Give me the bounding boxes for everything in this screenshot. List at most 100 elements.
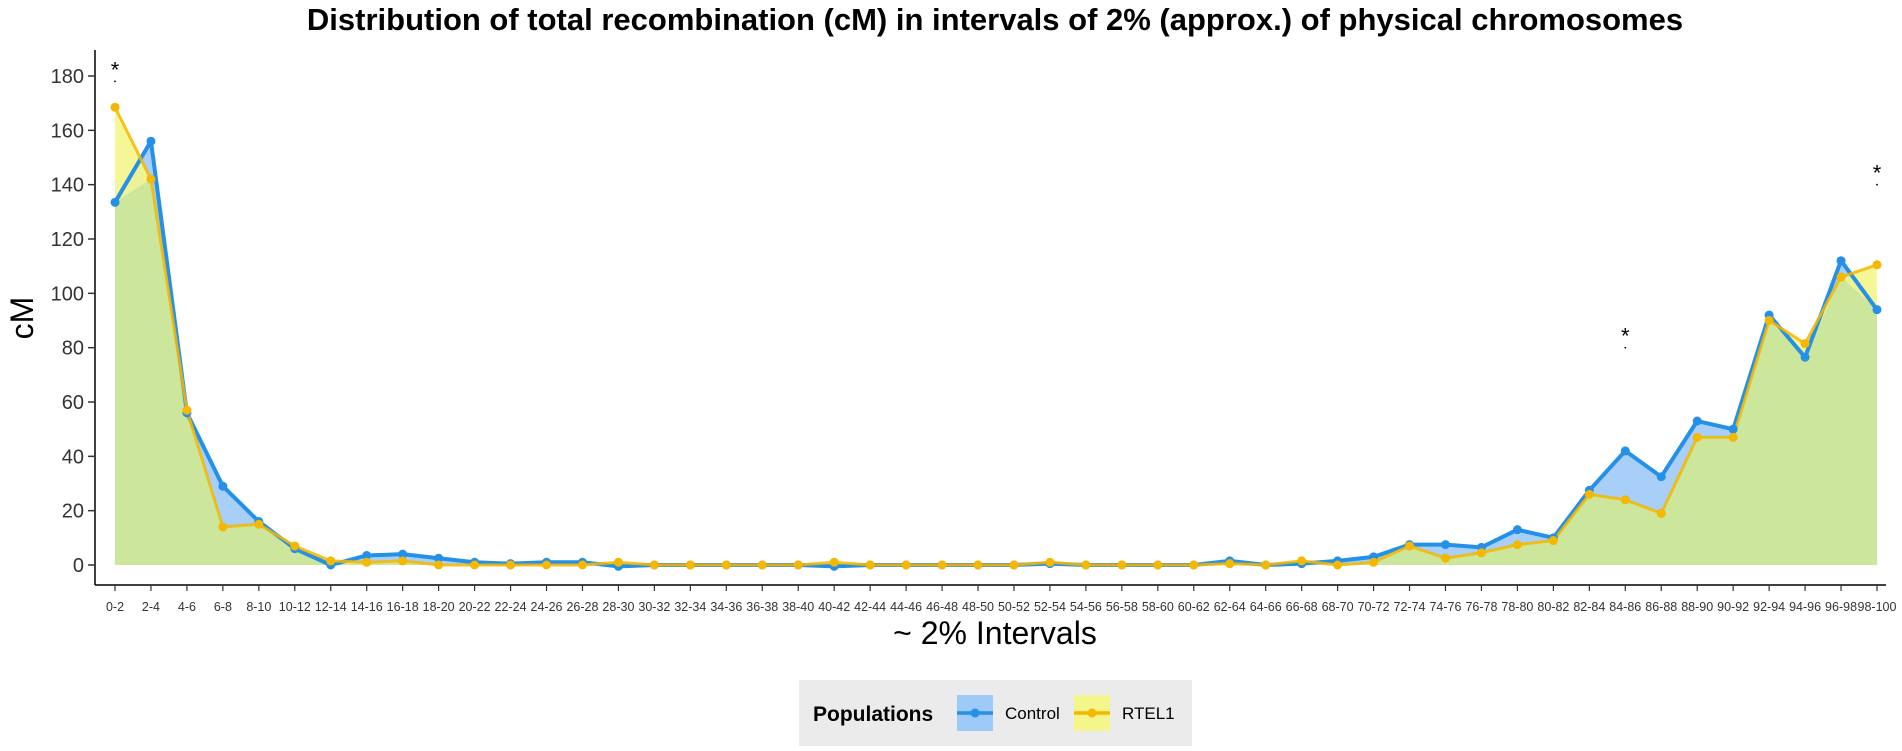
x-tick-label: 18-20 xyxy=(423,600,455,614)
rtel1-point xyxy=(1620,495,1630,505)
rtel1-point xyxy=(973,560,983,570)
y-tick-label: 140 xyxy=(51,175,84,197)
control-point xyxy=(1440,540,1450,550)
legend-item-rtel1: RTEL1 xyxy=(1074,695,1175,731)
x-tick-label: 14-16 xyxy=(351,600,383,614)
legend-background xyxy=(799,680,1192,746)
x-tick-label: 70-72 xyxy=(1358,600,1390,614)
rtel1-point xyxy=(326,556,336,566)
rtel1-line xyxy=(113,106,1878,567)
control-point xyxy=(1872,305,1882,315)
x-tick-label: 38-40 xyxy=(782,600,814,614)
x-tick-label: 22-24 xyxy=(495,600,527,614)
x-tick-label: 94-96 xyxy=(1789,600,1821,614)
x-tick-label: 34-36 xyxy=(710,600,742,614)
rtel1-point xyxy=(937,560,947,570)
rtel1-point xyxy=(1728,432,1738,442)
y-tick-label: 120 xyxy=(51,229,84,251)
rtel1-point xyxy=(1225,559,1235,569)
control-point xyxy=(110,197,120,207)
control-point xyxy=(1800,352,1810,362)
rtel1-point xyxy=(182,405,192,415)
plot-area xyxy=(110,102,1882,571)
x-tick-label: 72-74 xyxy=(1394,600,1426,614)
control-point xyxy=(362,550,372,560)
rtel1-point xyxy=(398,556,408,566)
x-tick-label: 82-84 xyxy=(1573,600,1605,614)
rtel1-point xyxy=(362,557,372,567)
legend-key-point xyxy=(1087,708,1097,718)
x-tick-label: 66-68 xyxy=(1286,600,1318,614)
rtel1-point xyxy=(721,560,731,570)
x-tick-label: 50-52 xyxy=(998,600,1030,614)
rtel1-point xyxy=(613,557,623,567)
chart-title: Distribution of total recombination (cM)… xyxy=(307,2,1683,37)
rtel1-point xyxy=(757,560,767,570)
x-tick-label: 78-80 xyxy=(1501,600,1533,614)
x-tick-label: 16-18 xyxy=(387,600,419,614)
rtel1-point xyxy=(1440,553,1450,563)
legend-title: Populations xyxy=(813,703,933,726)
x-axis-title: ~ 2% Intervals xyxy=(893,615,1097,651)
rtel1-point xyxy=(218,522,228,532)
rtel1-point xyxy=(1584,489,1594,499)
x-tick-label: 44-46 xyxy=(890,600,922,614)
rtel1-point xyxy=(542,560,552,570)
significance-markers: * * * xyxy=(111,57,1882,348)
y-tick-label: 0 xyxy=(73,555,84,577)
y-tick-label: 160 xyxy=(51,120,84,142)
legend-label: RTEL1 xyxy=(1122,704,1175,723)
legend-label: Control xyxy=(1005,704,1060,723)
significance-dot xyxy=(114,80,116,83)
x-tick-label: 0-2 xyxy=(106,600,124,614)
axes: 0 20 40 60 80 100 120 140 160 180 0-2 2-4 4-6 6-8 8-10… xyxy=(51,50,1897,614)
x-tick-label: 6-8 xyxy=(214,600,232,614)
rtel1-point xyxy=(1261,560,1271,570)
rtel1-point xyxy=(1836,272,1846,282)
legend-item-control: Control xyxy=(957,695,1060,731)
x-tick-label: 76-78 xyxy=(1465,600,1497,614)
legend: Populations Control RTEL1 xyxy=(799,680,1192,746)
rtel1-point xyxy=(685,560,695,570)
x-tick-label: 74-76 xyxy=(1429,600,1461,614)
rtel1-point xyxy=(1045,557,1055,567)
x-tick-label: 84-86 xyxy=(1609,600,1641,614)
control-point xyxy=(1836,256,1846,266)
y-tick-label: 40 xyxy=(62,446,84,468)
x-tick-label: 36-38 xyxy=(746,600,778,614)
control-point xyxy=(1620,446,1630,456)
legend-key-point xyxy=(970,708,980,718)
rtel1-point xyxy=(110,102,120,112)
x-tick-label: 98-100 xyxy=(1858,600,1897,614)
y-tick-label: 60 xyxy=(62,392,84,414)
rtel1-point xyxy=(1153,560,1163,570)
rtel1-point xyxy=(1405,541,1415,551)
x-tick-label: 92-94 xyxy=(1753,600,1785,614)
rtel1-point xyxy=(829,557,839,567)
significance-star: * xyxy=(1873,161,1882,186)
x-tick-label: 56-58 xyxy=(1106,600,1138,614)
x-tick-label: 58-60 xyxy=(1142,600,1174,614)
rtel1-point xyxy=(1548,536,1558,546)
rtel1-point xyxy=(577,560,587,570)
rtel1-point xyxy=(254,519,264,529)
rtel1-point xyxy=(1117,560,1127,570)
x-tick-label: 62-64 xyxy=(1214,600,1246,614)
significance-dot xyxy=(1876,183,1878,186)
control-point xyxy=(218,481,228,491)
y-axis-title: cM xyxy=(4,297,40,340)
x-tick-label: 32-34 xyxy=(674,600,706,614)
rtel1-point xyxy=(1872,260,1882,270)
rtel1-point xyxy=(649,560,659,570)
rtel1-point xyxy=(1297,556,1307,566)
rtel1-point xyxy=(1800,339,1810,349)
x-tick-label: 28-30 xyxy=(602,600,634,614)
significance-star: * xyxy=(111,57,120,82)
rtel1-point xyxy=(1764,316,1774,325)
y-tick-label: 100 xyxy=(51,283,84,305)
x-tick-label: 48-50 xyxy=(962,600,994,614)
rtel1-point xyxy=(901,560,911,570)
x-tick-label: 10-12 xyxy=(279,600,311,614)
rtel1-point xyxy=(1189,560,1199,570)
